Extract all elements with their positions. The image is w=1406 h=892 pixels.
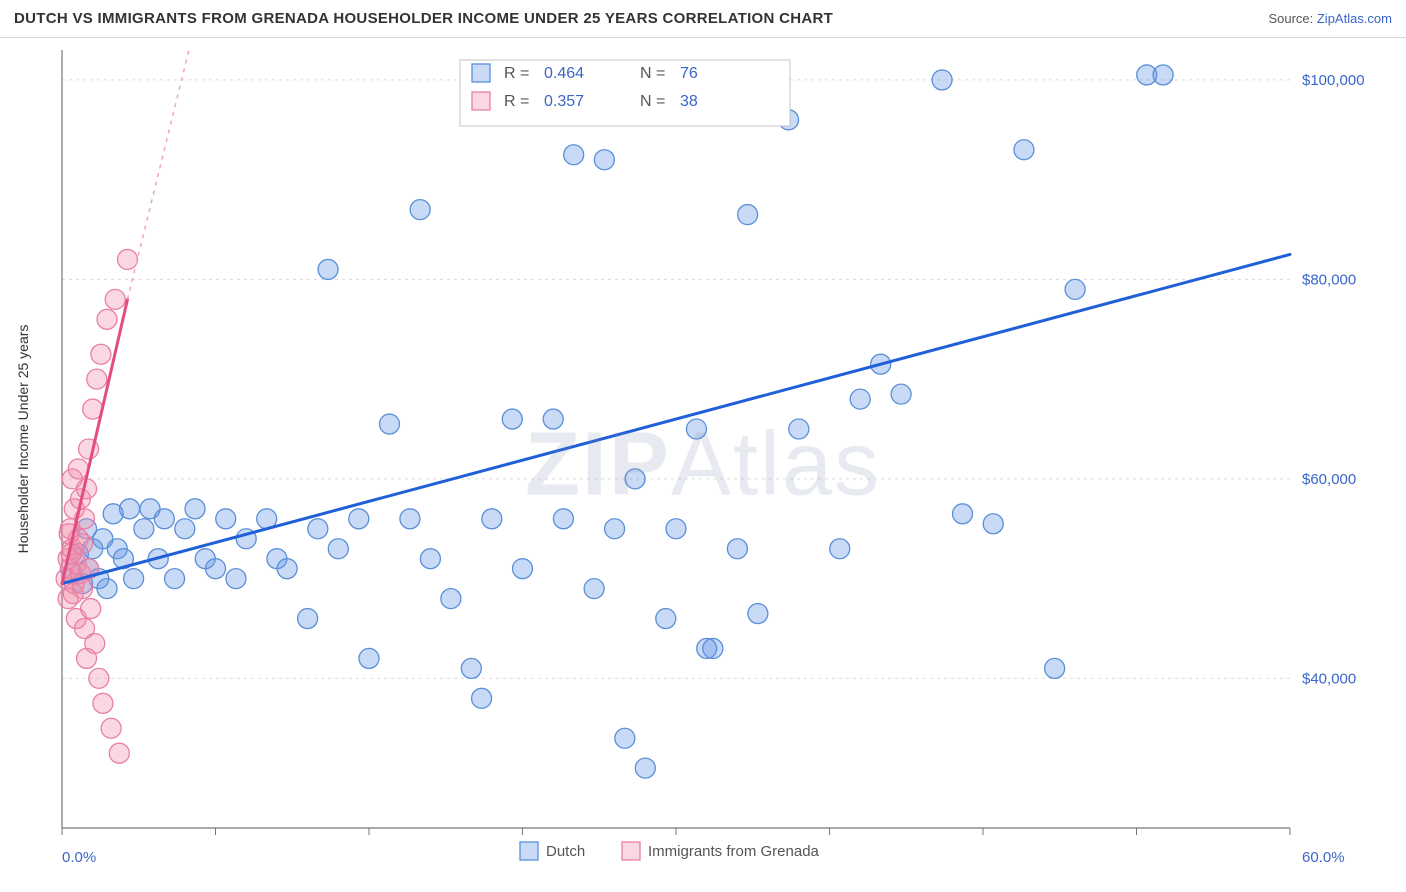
chart-header: DUTCH VS IMMIGRANTS FROM GRENADA HOUSEHO…	[0, 0, 1406, 38]
source-prefix: Source:	[1268, 11, 1316, 26]
source-link[interactable]: ZipAtlas.com	[1317, 11, 1392, 26]
source-attribution: Source: ZipAtlas.com	[1268, 11, 1392, 26]
data-point	[686, 419, 706, 439]
data-point	[472, 688, 492, 708]
data-point	[420, 549, 440, 569]
data-point	[1153, 65, 1173, 85]
data-point	[134, 519, 154, 539]
data-point	[410, 200, 430, 220]
y-axis-label: Householder Income Under 25 years	[15, 325, 31, 554]
data-point	[81, 599, 101, 619]
stats-r-value: 0.464	[544, 65, 584, 82]
data-point	[277, 559, 297, 579]
trend-line-extension	[127, 50, 188, 299]
data-point	[564, 145, 584, 165]
data-point	[891, 384, 911, 404]
data-point	[85, 633, 105, 653]
data-point	[308, 519, 328, 539]
data-point	[553, 509, 573, 529]
y-tick-label: $40,000	[1302, 670, 1356, 687]
data-point	[461, 658, 481, 678]
data-point	[727, 539, 747, 559]
stats-r-label: R =	[504, 93, 529, 110]
y-tick-label: $100,000	[1302, 72, 1365, 89]
data-point	[318, 259, 338, 279]
data-point	[165, 569, 185, 589]
data-point	[185, 499, 205, 519]
data-point	[441, 589, 461, 609]
data-point	[93, 693, 113, 713]
data-point	[175, 519, 195, 539]
data-point	[625, 469, 645, 489]
data-point	[789, 419, 809, 439]
data-point	[109, 743, 129, 763]
data-point	[594, 150, 614, 170]
data-point	[666, 519, 686, 539]
data-point	[120, 499, 140, 519]
chart-title: DUTCH VS IMMIGRANTS FROM GRENADA HOUSEHO…	[14, 10, 833, 27]
legend-swatch	[520, 842, 538, 860]
x-max-label: 60.0%	[1302, 849, 1345, 866]
data-point	[91, 344, 111, 364]
data-point	[502, 409, 522, 429]
data-point	[89, 668, 109, 688]
x-min-label: 0.0%	[62, 849, 96, 866]
data-point	[1045, 658, 1065, 678]
data-point	[656, 609, 676, 629]
y-tick-label: $60,000	[1302, 471, 1356, 488]
data-point	[216, 509, 236, 529]
data-point	[1014, 140, 1034, 160]
data-point	[513, 559, 533, 579]
data-point	[154, 509, 174, 529]
data-point	[226, 569, 246, 589]
data-point	[206, 559, 226, 579]
stats-swatch	[472, 92, 490, 110]
data-point	[584, 579, 604, 599]
data-point	[635, 758, 655, 778]
data-point	[63, 584, 83, 604]
stats-r-value: 0.357	[544, 93, 584, 110]
data-point	[400, 509, 420, 529]
data-point	[101, 718, 121, 738]
stats-r-label: R =	[504, 65, 529, 82]
data-point	[543, 409, 563, 429]
stats-n-value: 38	[680, 93, 698, 110]
stats-n-label: N =	[640, 65, 665, 82]
data-point	[983, 514, 1003, 534]
data-point	[605, 519, 625, 539]
data-point	[953, 504, 973, 524]
stats-n-label: N =	[640, 93, 665, 110]
data-point	[738, 205, 758, 225]
data-point	[482, 509, 502, 529]
data-point	[379, 414, 399, 434]
scatter-chart: $40,000 $60,000 $80,000 $100,000 0.0% 60.0% Ho…	[0, 38, 1406, 892]
stats-swatch	[472, 64, 490, 82]
stats-n-value: 76	[680, 65, 698, 82]
data-point	[850, 389, 870, 409]
data-point	[87, 369, 107, 389]
legend-swatch	[622, 842, 640, 860]
data-point	[298, 609, 318, 629]
legend-label: Dutch	[546, 843, 585, 860]
data-point	[932, 70, 952, 90]
chart-canvas-wrap: $40,000 $60,000 $80,000 $100,000 0.0% 60.0% Ho…	[0, 38, 1406, 892]
data-point	[97, 309, 117, 329]
data-point	[117, 249, 137, 269]
y-tick-label: $80,000	[1302, 271, 1356, 288]
data-point	[1065, 279, 1085, 299]
data-point	[615, 728, 635, 748]
data-point	[124, 569, 144, 589]
data-point	[748, 604, 768, 624]
data-point	[328, 539, 348, 559]
data-point	[97, 579, 117, 599]
data-point	[349, 509, 369, 529]
legend-label: Immigrants from Grenada	[648, 843, 820, 860]
data-point	[703, 638, 723, 658]
data-point	[830, 539, 850, 559]
data-point	[359, 648, 379, 668]
data-point	[105, 289, 125, 309]
